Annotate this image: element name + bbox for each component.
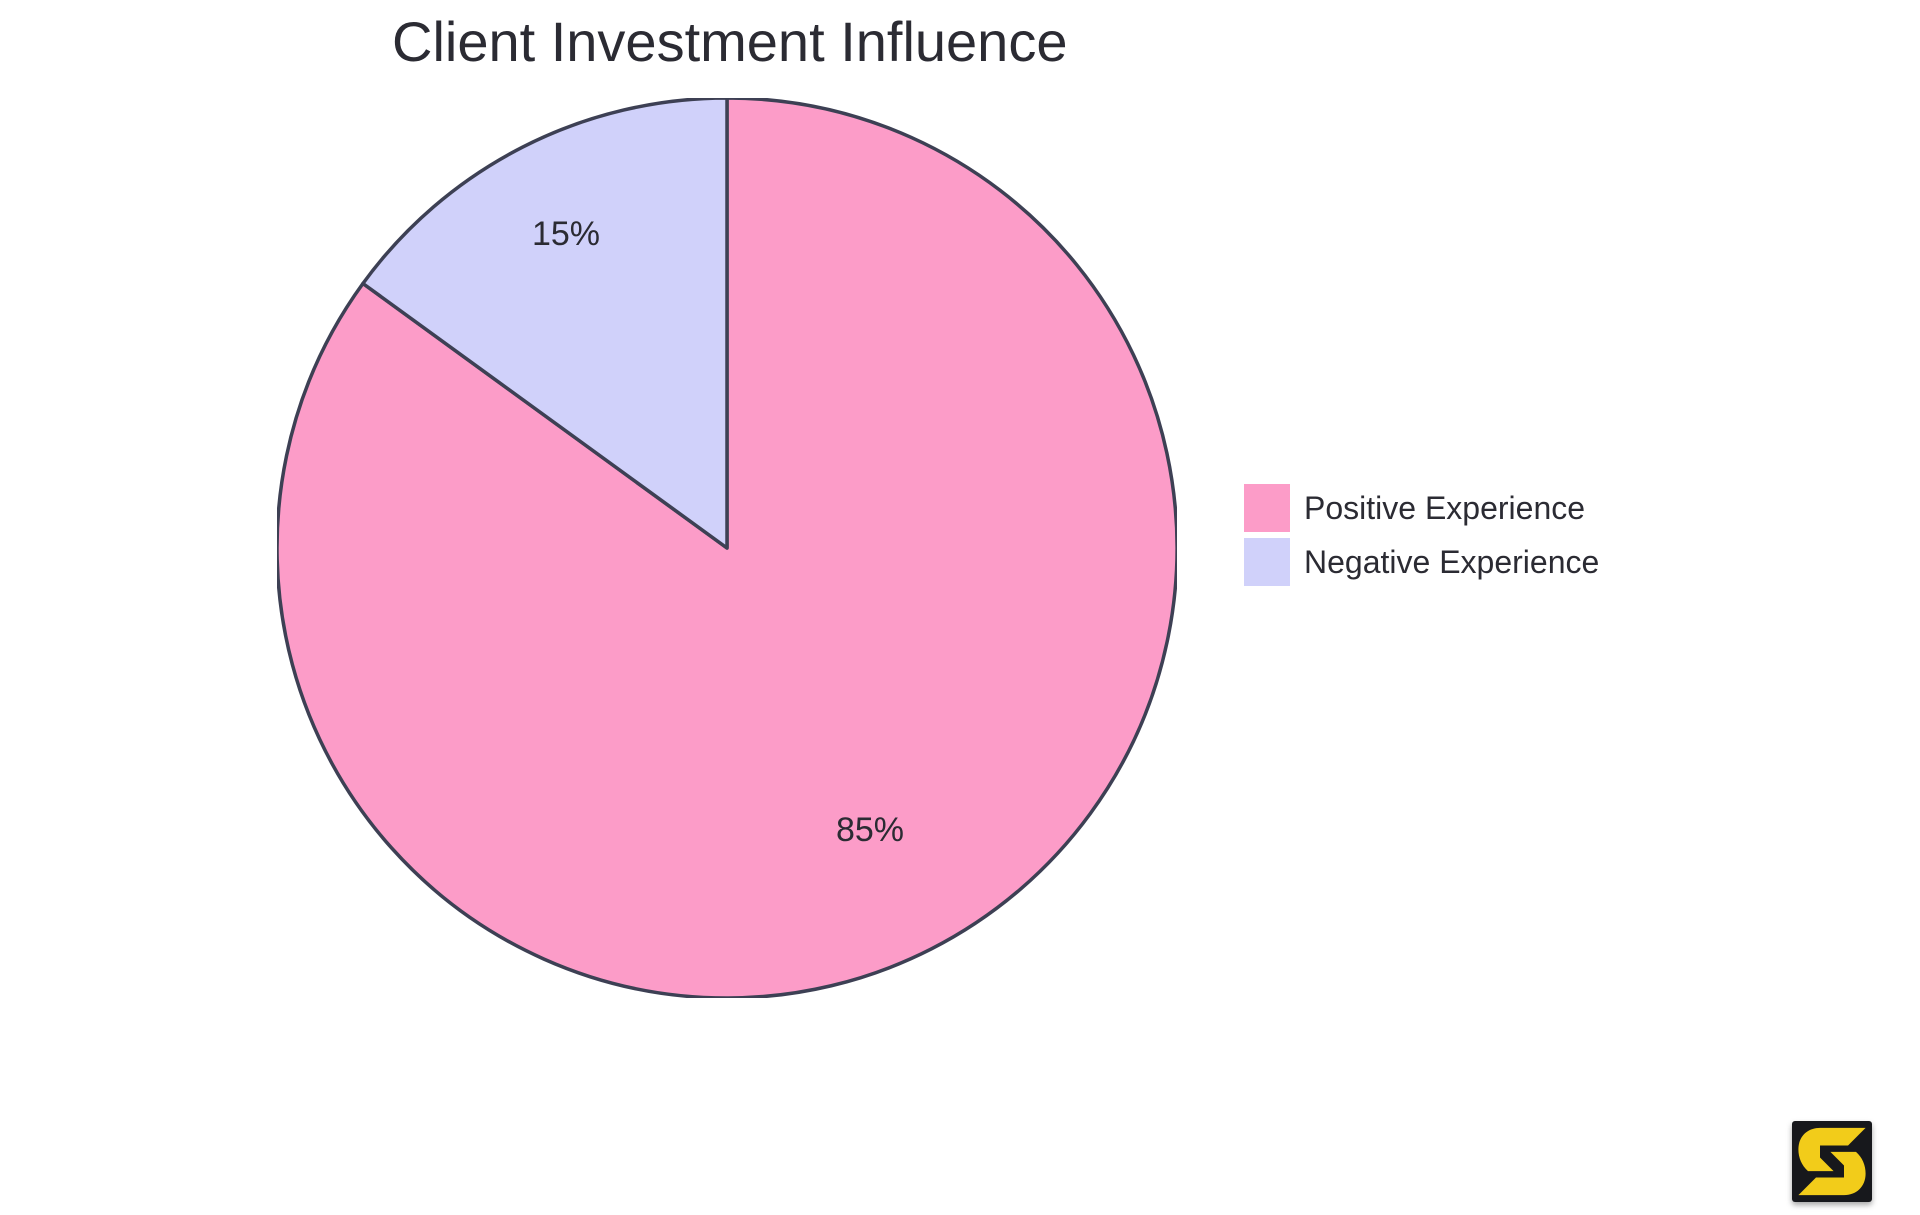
svg-text:85%: 85%	[836, 811, 904, 849]
svg-text:15%: 15%	[532, 215, 600, 253]
